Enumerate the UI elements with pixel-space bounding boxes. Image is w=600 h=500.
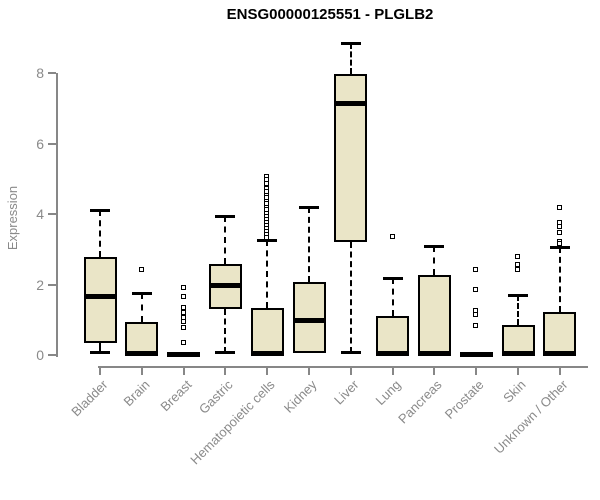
box [417,274,451,355]
whisker-bottom [224,309,227,354]
box [334,74,368,243]
y-tick-label: 0 [36,347,44,363]
y-tick-label: 8 [36,65,44,81]
box [83,257,117,343]
whisker-cap-top [382,277,403,281]
x-axis-tick [349,366,352,375]
whisker-cap-top [215,214,236,218]
y-axis-tick [48,213,56,215]
median-line [459,351,493,357]
whisker-cap-top [299,205,319,209]
whisker-top [266,240,269,309]
median-line [376,351,410,357]
median-line [292,317,326,323]
outlier-point [556,205,562,210]
median-line [501,351,535,357]
whisker-top [224,215,227,265]
whisker-top [349,43,352,75]
median-line [417,351,451,357]
outlier-point [180,318,186,324]
outlier-point [180,309,186,315]
x-axis-tick [391,366,394,375]
x-axis-tick [308,366,310,375]
outlier-point [515,254,520,259]
outlier-point [264,234,270,240]
box [250,308,284,355]
whisker-top [140,293,143,322]
outlier-point [180,285,186,291]
whisker-cap-top [508,294,528,298]
x-axis-tick [266,366,269,375]
outlier-point [180,305,186,311]
x-axis-tick [99,366,101,375]
y-axis-tick [48,72,56,74]
outlier-point [473,323,479,329]
whisker-top [558,247,561,312]
whisker-cap-top [340,42,361,46]
whisker-cap-top [257,239,278,243]
y-axis-tick [48,142,56,145]
x-axis-line [98,366,588,368]
median-line [83,294,117,300]
outlier-point [473,286,479,292]
outlier-point [556,224,562,230]
box [376,316,410,355]
whisker-cap-top [549,246,570,250]
whisker-cap-top [424,244,445,248]
median-line [543,351,577,357]
outlier-point [138,267,144,273]
outlier-point [515,267,520,273]
box [543,311,577,355]
outlier-point [556,230,562,236]
x-axis-tick [558,366,561,375]
whisker-cap-top [131,292,152,296]
x-axis-tick [182,366,185,375]
whisker-cap-bottom [215,351,236,355]
y-tick-label: 4 [36,206,44,222]
whisker-bottom [349,242,352,354]
median-line [125,351,159,357]
median-line [167,351,201,357]
outlier-point [264,181,270,187]
whisker-top [308,206,310,283]
y-tick-label: 6 [36,135,44,152]
outlier-point [180,293,186,299]
whisker-top [517,295,519,326]
whisker-cap-bottom [90,351,110,355]
whisker-top [99,210,101,257]
whisker-cap-bottom [340,351,361,355]
box [292,282,326,354]
x-axis-tick [475,366,478,375]
y-axis-tick [48,354,56,356]
outlier-point [389,233,395,239]
outlier-point [556,240,562,246]
box [125,321,159,355]
median-line [334,100,368,106]
outlier-point [515,262,520,268]
median-line [208,282,242,288]
x-axis-tick [517,366,519,375]
x-axis-tick [433,366,436,375]
median-line [250,350,284,356]
outlier-point [180,324,186,330]
y-axis-tick [48,283,56,286]
outlier-point [473,312,479,318]
outlier-point [473,267,479,273]
whisker-cap-top [90,209,110,213]
whisker-bottom [99,342,101,354]
outlier-point [180,340,186,345]
x-axis-tick [224,366,227,375]
y-axis-line [56,73,58,357]
chart-title: ENSG00000125551 - PLGLB2 [226,6,434,23]
whisker-top [391,278,394,317]
y-tick-label: 2 [36,276,44,293]
x-axis-tick [140,366,143,375]
whisker-top [433,245,436,275]
